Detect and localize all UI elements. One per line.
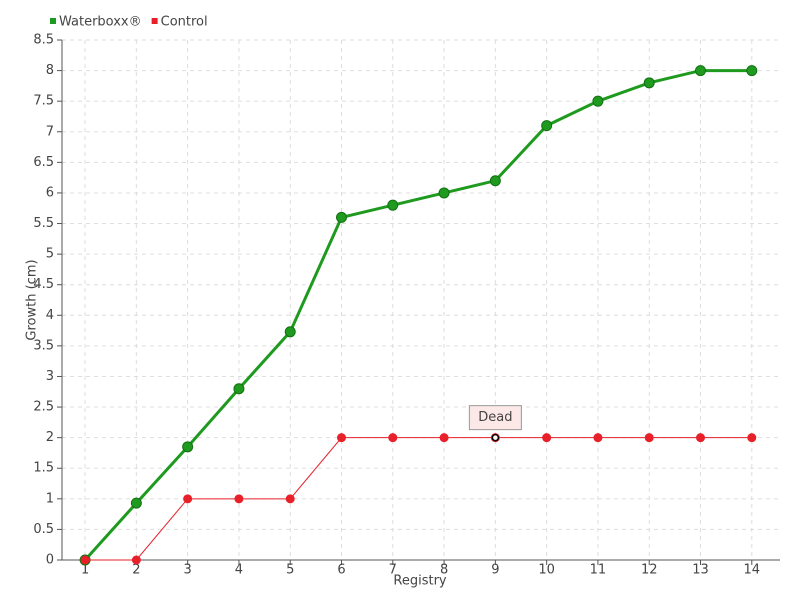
legend-swatch [50, 18, 56, 24]
x-tick-label: 8 [440, 563, 448, 578]
y-tick-label: 6.5 [33, 155, 54, 170]
x-tick-label: 14 [744, 563, 761, 578]
data-point [233, 383, 245, 395]
data-point [336, 211, 348, 223]
y-tick-label: 0 [46, 553, 54, 568]
data-point [747, 433, 757, 443]
data-point [131, 555, 141, 565]
data-point [593, 433, 603, 443]
y-tick-label: 8 [46, 63, 54, 78]
x-tick-label: 10 [538, 563, 555, 578]
data-point [643, 77, 655, 89]
x-tick-label: 1 [81, 563, 89, 578]
y-tick-label: 7.5 [33, 94, 54, 109]
data-point [285, 494, 295, 504]
y-tick-label: 3 [46, 369, 54, 384]
data-point [696, 433, 706, 443]
x-tick-label: 3 [184, 563, 192, 578]
y-tick-label: 7 [46, 124, 54, 139]
y-tick-label: 4.5 [33, 277, 54, 292]
y-tick-label: 0.5 [33, 522, 54, 537]
x-tick-label: 6 [337, 563, 345, 578]
series-line [85, 437, 752, 561]
data-point [541, 120, 553, 132]
data-point [439, 433, 449, 443]
y-tick-label: 1.5 [33, 461, 54, 476]
data-point [438, 187, 450, 199]
x-tick-label: 4 [235, 563, 243, 578]
y-tick-label: 2.5 [33, 400, 54, 415]
data-point [234, 494, 244, 504]
x-axis-label: Registry [393, 574, 447, 589]
data-point [130, 497, 142, 509]
legend-swatch [151, 18, 158, 24]
y-tick-label: 6 [46, 185, 54, 200]
data-point [644, 433, 654, 443]
data-point [337, 433, 347, 443]
annotated-point [491, 433, 500, 442]
data-point [80, 555, 90, 565]
data-point [387, 199, 399, 211]
y-tick-label: 4 [46, 308, 54, 323]
series-line [83, 69, 752, 562]
y-tick-label: 3.5 [33, 338, 54, 353]
data-point [284, 326, 296, 338]
annotation: Dead [478, 410, 512, 425]
data-point [183, 494, 193, 504]
y-tick-label: 5 [46, 247, 54, 262]
y-tick-label: 1 [46, 491, 54, 506]
legend-label: Waterboxx® [59, 15, 142, 30]
data-point [542, 433, 552, 443]
x-tick-label: 5 [286, 563, 294, 578]
legend-label: Control [161, 15, 208, 30]
x-tick-label: 11 [590, 563, 607, 578]
data-point [388, 433, 398, 443]
data-point [489, 175, 501, 187]
y-tick-label: 5.5 [33, 216, 54, 231]
data-point [746, 65, 758, 77]
annotation-box [468, 405, 522, 431]
x-tick-label: 13 [692, 563, 709, 578]
x-tick-label: 9 [491, 563, 499, 578]
x-tick-label: 7 [389, 563, 397, 578]
y-axis-label: Growth (cm) [25, 259, 40, 340]
data-point [592, 95, 604, 107]
x-tick-label: 12 [641, 563, 658, 578]
data-point [695, 65, 707, 77]
x-tick-label: 2 [132, 563, 140, 578]
y-tick-label: 8.5 [33, 33, 54, 48]
y-tick-label: 2 [46, 430, 54, 445]
data-point [182, 441, 194, 453]
